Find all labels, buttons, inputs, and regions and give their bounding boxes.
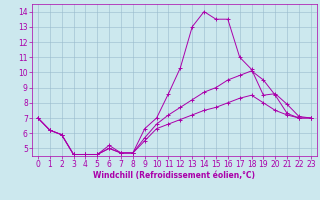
X-axis label: Windchill (Refroidissement éolien,°C): Windchill (Refroidissement éolien,°C): [93, 171, 255, 180]
